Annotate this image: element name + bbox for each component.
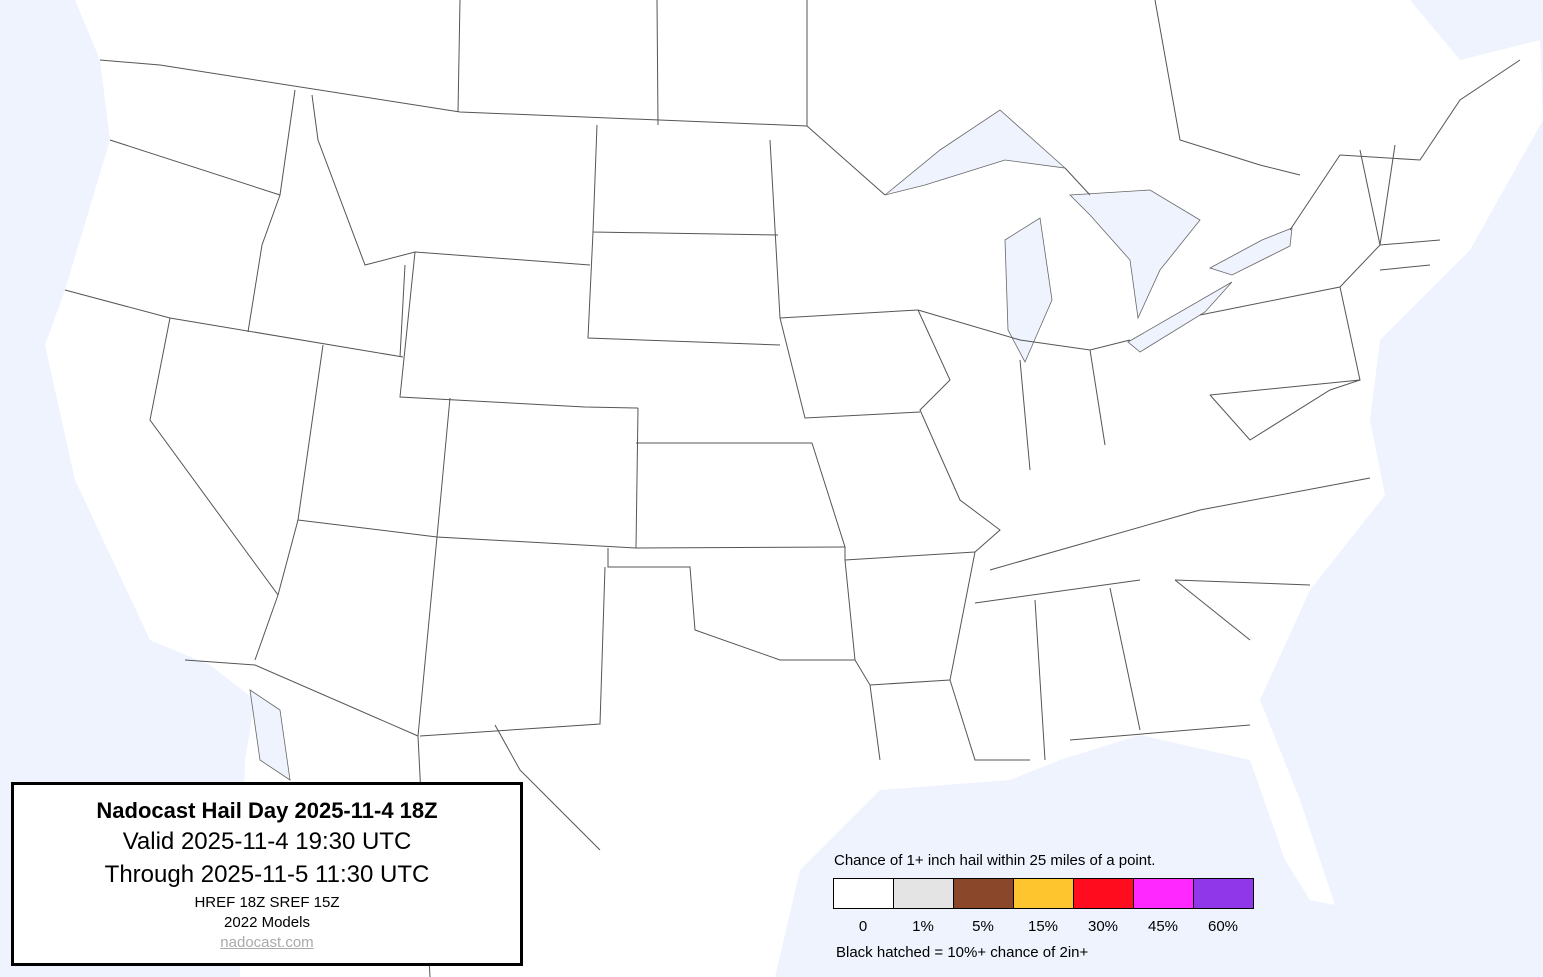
legend-hatch-note: Black hatched = 10%+ chance of 2in+ <box>836 944 1089 961</box>
legend-swatch <box>894 879 954 908</box>
legend-label: 5% <box>972 918 994 935</box>
lake-huron <box>1069 189 1201 320</box>
legend-swatch <box>954 879 1014 908</box>
forecast-title: Nadocast Hail Day 2025-11-4 18Z <box>96 798 438 823</box>
lake-michigan <box>1004 217 1053 363</box>
model-runs: HREF 18Z SREF 15Z <box>194 894 340 911</box>
legend-color-bar <box>833 878 1254 909</box>
forecast-title-box: Nadocast Hail Day 2025-11-4 18Z Valid 20… <box>11 782 523 966</box>
legend-label: 1% <box>912 918 934 935</box>
legend-label: 45% <box>1147 918 1179 935</box>
gulf-of-california <box>249 689 291 781</box>
borders <box>64 0 1521 977</box>
valid-time: Valid 2025-11-4 19:30 UTC <box>122 828 412 855</box>
legend-swatch <box>1194 879 1253 908</box>
legend-labels: 0 1% 5% 15% 30% 45% 60% <box>833 918 1253 935</box>
legend-swatch <box>1074 879 1134 908</box>
legend-swatch <box>834 879 894 908</box>
lake-erie <box>1127 281 1233 353</box>
lake-ontario <box>1208 227 1293 276</box>
legend-swatch <box>1134 879 1194 908</box>
great-lakes <box>249 109 1293 781</box>
through-time: Through 2025-11-5 11:30 UTC <box>104 861 430 888</box>
legend-label: 60% <box>1207 918 1239 935</box>
legend-title: Chance of 1+ inch hail within 25 miles o… <box>834 852 1156 869</box>
model-version: 2022 Models <box>224 914 310 931</box>
legend-label: 15% <box>1027 918 1059 935</box>
legend-swatch <box>1014 879 1074 908</box>
website-link[interactable]: nadocast.com <box>220 934 314 951</box>
legend-label: 0 <box>858 918 868 935</box>
legend-label: 30% <box>1087 918 1119 935</box>
